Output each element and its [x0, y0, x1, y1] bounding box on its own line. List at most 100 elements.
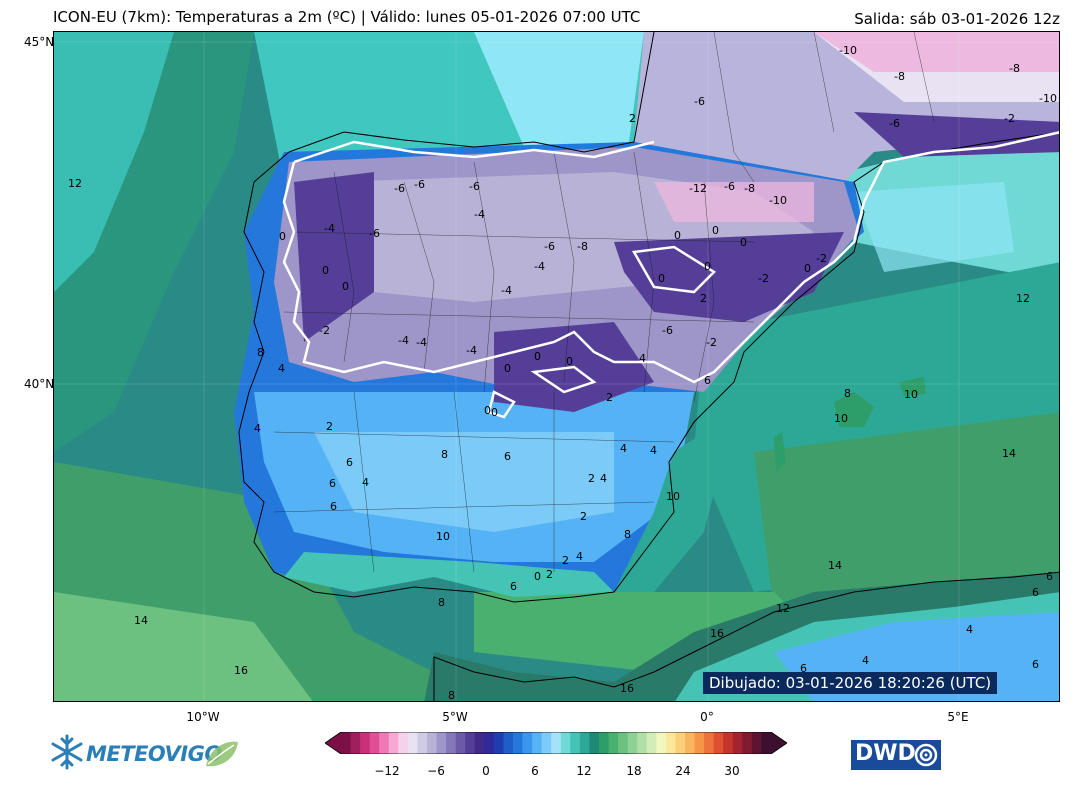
colorbar-swatch — [637, 732, 648, 754]
contour-label: 4 — [576, 550, 583, 563]
contour-label: -10 — [1039, 92, 1057, 105]
contour-label: 16 — [234, 664, 248, 677]
contour-label: 8 — [624, 528, 631, 541]
colorbar-swatch — [522, 732, 533, 754]
colorbar-swatch — [427, 732, 438, 754]
contour-label: -2 — [1004, 112, 1015, 125]
colorbar-swatch — [551, 732, 562, 754]
colorbar-swatch — [446, 732, 457, 754]
colorbar-swatch — [407, 732, 419, 754]
contour-label: 0 — [491, 406, 498, 419]
colorbar-swatch — [713, 732, 724, 754]
contour-label: 0 — [504, 362, 511, 375]
contour-label: 6 — [346, 456, 353, 469]
colorbar-swatch — [350, 732, 361, 754]
contour-label: 16 — [710, 627, 724, 640]
contour-label: 4 — [362, 476, 369, 489]
colorbar-tick: 6 — [531, 764, 539, 778]
colorbar-tick: 12 — [576, 764, 592, 778]
contour-label: 0 — [279, 230, 286, 243]
contour-label: -6 — [889, 117, 900, 130]
contour-label: 0 — [712, 224, 719, 237]
contour-label: 6 — [800, 662, 807, 675]
colorbar-swatch — [493, 732, 505, 754]
contour-label: 14 — [828, 559, 842, 572]
contour-label: -6 — [394, 182, 405, 195]
drawn-timestamp: Dibujado: 03-01-2026 18:20:26 (UTC) — [703, 672, 998, 694]
colorbar-swatch — [694, 732, 705, 754]
contour-label: -6 — [662, 324, 673, 337]
contour-label: 8 — [441, 448, 448, 461]
map-title: ICON-EU (7km): Temperaturas a 2m (ºC) | … — [53, 8, 641, 26]
colorbar-swatch — [761, 732, 772, 754]
colorbar-swatch — [398, 732, 409, 754]
contour-label: 2 — [588, 472, 595, 485]
contour-label: 4 — [278, 362, 285, 375]
contour-label: 12 — [68, 177, 82, 190]
dwd-brand: DWD — [855, 741, 916, 766]
contour-label: -10 — [839, 44, 857, 57]
colorbar-tick: −12 — [374, 764, 400, 778]
run-time-label: Salida: sáb 03-01-2026 12z — [854, 10, 1060, 28]
contour-label: 8 — [844, 387, 851, 400]
contour-label: -8 — [894, 70, 905, 83]
contour-label: 0 — [534, 570, 541, 583]
contour-label: -6 — [724, 180, 735, 193]
contour-label: -8 — [744, 182, 755, 195]
lat-label-40n: 40°N — [24, 377, 55, 391]
contour-label: -4 — [466, 344, 477, 357]
colorbar-swatch — [646, 732, 657, 754]
contour-label: -8 — [1009, 62, 1020, 75]
colorbar-swatch — [503, 732, 514, 754]
contour-label: 12 — [1016, 292, 1030, 305]
snowflake-icon — [51, 734, 83, 770]
colorbar-tick: 0 — [482, 764, 490, 778]
contour-label: 4 — [862, 654, 869, 667]
contour-label: -10 — [769, 194, 787, 207]
colorbar-swatch — [388, 732, 399, 754]
contour-label: -4 — [398, 334, 409, 347]
contour-label: -2 — [758, 272, 769, 285]
contour-label: 4 — [600, 472, 607, 485]
contour-label: -2 — [319, 324, 330, 337]
contour-label: -2 — [816, 252, 827, 265]
contour-label: 10 — [436, 530, 450, 543]
colorbar-min-arrow — [325, 732, 341, 754]
dwd-logo: DWD — [851, 740, 941, 770]
colorbar-swatch — [341, 732, 352, 754]
lon-label-10w: 10°W — [186, 710, 220, 724]
colorbar-swatch — [751, 732, 763, 754]
colorbar-swatch — [732, 732, 743, 754]
contour-label: 14 — [1002, 447, 1016, 460]
contour-label: 2 — [606, 391, 613, 404]
dwd-swirl-icon — [914, 743, 938, 767]
contour-label: -8 — [577, 240, 588, 253]
colorbar-swatch — [379, 732, 390, 754]
contour-label: 4 — [639, 352, 646, 365]
contour-label: 0 — [658, 272, 665, 285]
lat-label-45n: 45°N — [24, 35, 55, 49]
colorbar-swatch — [360, 732, 371, 754]
contour-label: 8 — [257, 346, 264, 359]
colorbar-swatch — [513, 732, 524, 754]
contour-label: 6 — [510, 580, 517, 593]
colorbar-swatch — [627, 732, 638, 754]
colorbar-tick: −6 — [427, 764, 445, 778]
colorbar-swatch — [608, 732, 619, 754]
contour-label: 4 — [620, 442, 627, 455]
colorbar-tick: 30 — [724, 764, 740, 778]
contour-label: 4 — [966, 623, 973, 636]
contour-label: 6 — [330, 500, 337, 513]
colorbar-swatch — [465, 732, 476, 754]
colorbar-swatch — [723, 732, 734, 754]
colorbar-swatch — [484, 732, 495, 754]
meteovigo-brand: METEOVIGO — [86, 742, 222, 766]
contour-label: 12 — [776, 602, 790, 615]
contour-label: 10 — [666, 490, 680, 503]
contour-label: -4 — [474, 208, 485, 221]
contour-label: -6 — [414, 178, 425, 191]
contour-label: 10 — [834, 412, 848, 425]
contour-label: -4 — [416, 336, 427, 349]
contour-label: 0 — [804, 262, 811, 275]
temperature-map[interactable]: -10 -8 -8 -10 -6 -6 -2 2 -12 -6 -8 -10 1… — [53, 31, 1060, 702]
